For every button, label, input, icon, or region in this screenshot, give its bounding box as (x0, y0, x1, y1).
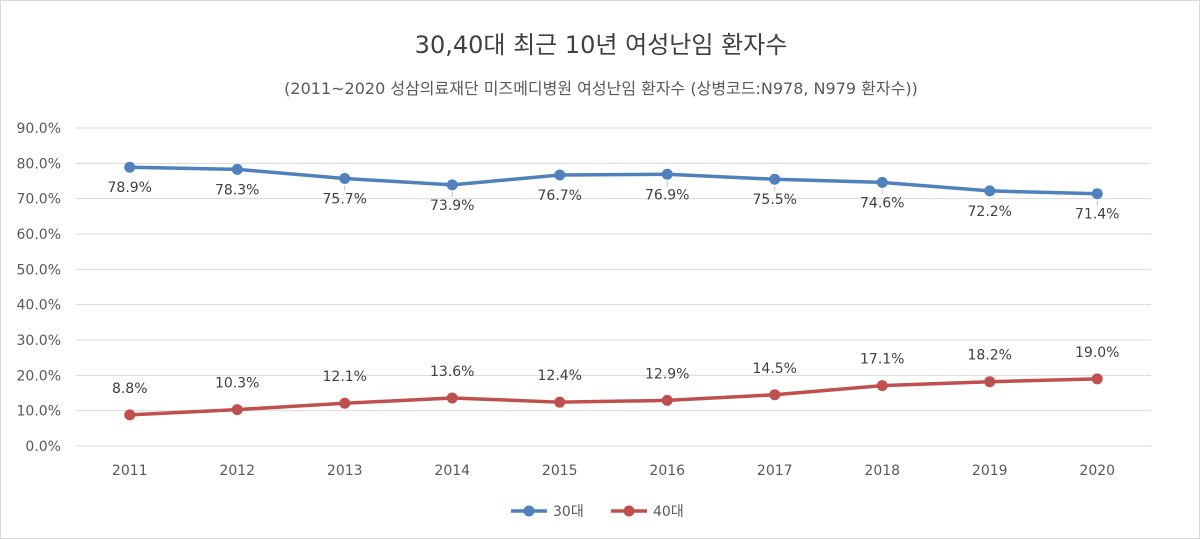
x-tick-label: 2013 (327, 463, 363, 479)
series-lines: 78.9% 78.3% 75.7% 73.9% 76.7% 76.9% 75.5% 74.6%… (108, 161, 1119, 421)
y-tick-label: 60.0% (17, 227, 61, 243)
data-label: 76.7% (538, 188, 582, 204)
data-label: 12.9% (645, 366, 689, 382)
x-tick-label: 2020 (1079, 463, 1115, 479)
data-point (984, 185, 996, 197)
data-label: 76.9% (645, 187, 689, 203)
chart-subtitle: (2011~2020 성삼의료재단 미즈메디병원 여성난임 환자수 (상병코드:… (284, 79, 918, 98)
y-tick-label: 20.0% (17, 368, 61, 384)
legend: 30대 40대 (511, 504, 684, 520)
data-label: 18.2% (968, 348, 1012, 364)
data-label: 74.6% (860, 195, 904, 211)
x-tick-label: 2019 (972, 463, 1008, 479)
data-label: 72.2% (968, 204, 1012, 220)
data-label: 12.1% (323, 369, 367, 385)
data-point (339, 173, 351, 185)
data-point (446, 392, 458, 404)
x-tick-label: 2016 (649, 463, 685, 479)
y-axis-ticks: 0.0% 10.0% 20.0% 30.0% 40.0% 50.0% 60.0% 70.0% 8… (17, 121, 61, 455)
series-line (128, 165, 1099, 196)
y-tick-label: 30.0% (17, 333, 61, 349)
legend-marker (523, 505, 535, 517)
x-tick-label: 2017 (757, 463, 793, 479)
x-tick-label: 2011 (112, 463, 148, 479)
data-point (1091, 373, 1103, 385)
y-tick-label: 50.0% (17, 262, 61, 278)
series-30s: 78.9% 78.3% 75.7% 73.9% 76.7% 76.9% 75.5% 74.6%… (108, 161, 1119, 223)
y-tick-label: 80.0% (17, 156, 61, 172)
legend-label: 30대 (553, 504, 584, 520)
y-tick-label: 0.0% (25, 439, 61, 455)
data-label: 17.1% (860, 352, 904, 368)
series-line (128, 377, 1099, 417)
data-label: 10.3% (215, 376, 259, 392)
data-label: 73.9% (430, 198, 474, 214)
legend-item: 30대 (511, 504, 584, 520)
chart-title: 30,40대 최근 10년 여성난임 환자수 (415, 31, 788, 59)
data-point (984, 376, 996, 388)
x-axis-ticks: 2011 2012 2013 2014 2015 2016 2017 2018 2019 2020 (112, 463, 1115, 479)
series-40s: 8.8% 10.3% 12.1% 13.6% 12.4% 12.9% 14.5% 17.1% 1… (112, 345, 1119, 421)
data-label: 78.9% (108, 180, 152, 196)
data-point (339, 397, 351, 409)
y-tick-label: 90.0% (17, 121, 61, 137)
x-tick-label: 2018 (864, 463, 900, 479)
x-tick-label: 2012 (219, 463, 255, 479)
data-label: 14.5% (753, 361, 797, 377)
data-point (661, 394, 673, 406)
y-tick-label: 40.0% (17, 298, 61, 314)
data-point (231, 163, 243, 175)
data-point (769, 173, 781, 185)
data-point (124, 409, 136, 421)
data-point (446, 179, 458, 191)
data-point (554, 396, 566, 408)
data-point (124, 161, 136, 173)
data-label: 13.6% (430, 364, 474, 380)
data-point (876, 380, 888, 392)
data-label: 8.8% (112, 381, 148, 397)
data-point (231, 404, 243, 416)
data-point (1091, 188, 1103, 200)
legend-marker (623, 505, 635, 517)
data-point (769, 389, 781, 401)
data-point (661, 168, 673, 180)
y-tick-label: 10.0% (17, 404, 61, 420)
x-tick-label: 2014 (434, 463, 470, 479)
data-point (554, 169, 566, 181)
y-tick-label: 70.0% (17, 192, 61, 208)
gridlines (76, 127, 1151, 447)
legend-item: 40대 (611, 504, 684, 520)
data-label: 19.0% (1075, 345, 1119, 361)
data-point (876, 176, 888, 188)
data-label: 75.7% (323, 192, 367, 208)
legend-label: 40대 (653, 504, 684, 520)
data-label: 78.3% (215, 182, 259, 198)
data-label: 71.4% (1075, 207, 1119, 223)
x-tick-label: 2015 (542, 463, 578, 479)
data-label: 12.4% (538, 368, 582, 384)
data-label: 75.5% (753, 192, 797, 208)
